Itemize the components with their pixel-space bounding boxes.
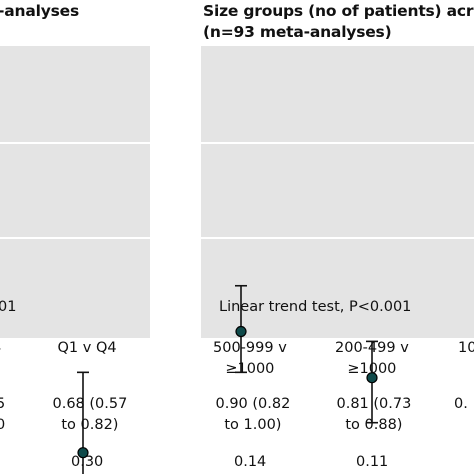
right-comparison-label-0: 500-999 v ≥1000 [213, 338, 287, 380]
right-panel-title: Size groups (no of patients) acros (n=93… [203, 1, 474, 43]
right-panel-title-line2: (n=93 meta-analyses) [203, 23, 392, 41]
left-comparison-label-1-line-0: Q1 v Q4 [57, 340, 117, 356]
right-panel-title-line1: Size groups (no of patients) acros [203, 2, 474, 20]
right-ratio-value-1-line-0: 0.81 (0.73 [336, 396, 412, 412]
right-comparison-label-2: 10 [458, 338, 474, 359]
left-comparison-label-0: 4 [0, 338, 1, 359]
right-estimate-point-0 [235, 325, 247, 338]
right-comparison-label-1: 200-499 v ≥1000 [335, 338, 409, 380]
right-p-value-0: 0.14 [234, 454, 267, 470]
left-comparison-label-0-line-0: 4 [0, 338, 1, 359]
left-ratio-value-1: 0.68 (0.57 to 0.82) [53, 394, 128, 436]
right-comparison-label-0-line-1: ≥1000 [225, 361, 275, 377]
left-comparison-label-1: Q1 v Q4 [58, 338, 117, 359]
left-plot-area [0, 46, 150, 338]
left-trend-text: 01 [0, 299, 17, 315]
right-comparison-label-1-line-0: 200-499 v [335, 340, 409, 356]
right-ratio-value-1-line-1: to 0.88) [345, 417, 403, 433]
right-comparison-label-2-line-0: 10 [458, 340, 474, 356]
right-ratio-value-2-line-0: 0. [454, 396, 468, 412]
right-ratio-value-2: 0. [454, 394, 468, 415]
right-estimate-point-1 [366, 372, 378, 384]
right-ratio-value-0: 0.90 (0.82 to 1.00) [216, 394, 291, 436]
right-ratio-value-0-line-0: 0.90 (0.82 [215, 396, 291, 412]
left-ratio-value-1-line-0: 0.68 (0.57 [52, 396, 128, 412]
left-ratio-value-1-line-1: to 0.82) [61, 417, 119, 433]
left-estimate-point-0 [77, 447, 89, 459]
right-ratio-value-0-line-1: to 1.00) [224, 417, 282, 433]
right-trend-text: Linear trend test, P<0.001 [219, 299, 412, 315]
left-ratio-value-0-line-1: 0 [0, 417, 6, 433]
left-ratio-value-0-line-0: 5 [0, 396, 6, 412]
left-p-value-1: 0.30 [71, 454, 104, 470]
left-panel-title: -analyses [0, 2, 79, 20]
right-ratio-value-1: 0.81 (0.73 to 0.88) [337, 394, 412, 436]
right-comparison-label-1-line-1: ≥1000 [347, 361, 397, 377]
right-comparison-label-0-line-0: 500-999 v [213, 340, 287, 356]
right-plot-area [201, 46, 474, 338]
right-p-value-1: 0.11 [356, 454, 389, 470]
